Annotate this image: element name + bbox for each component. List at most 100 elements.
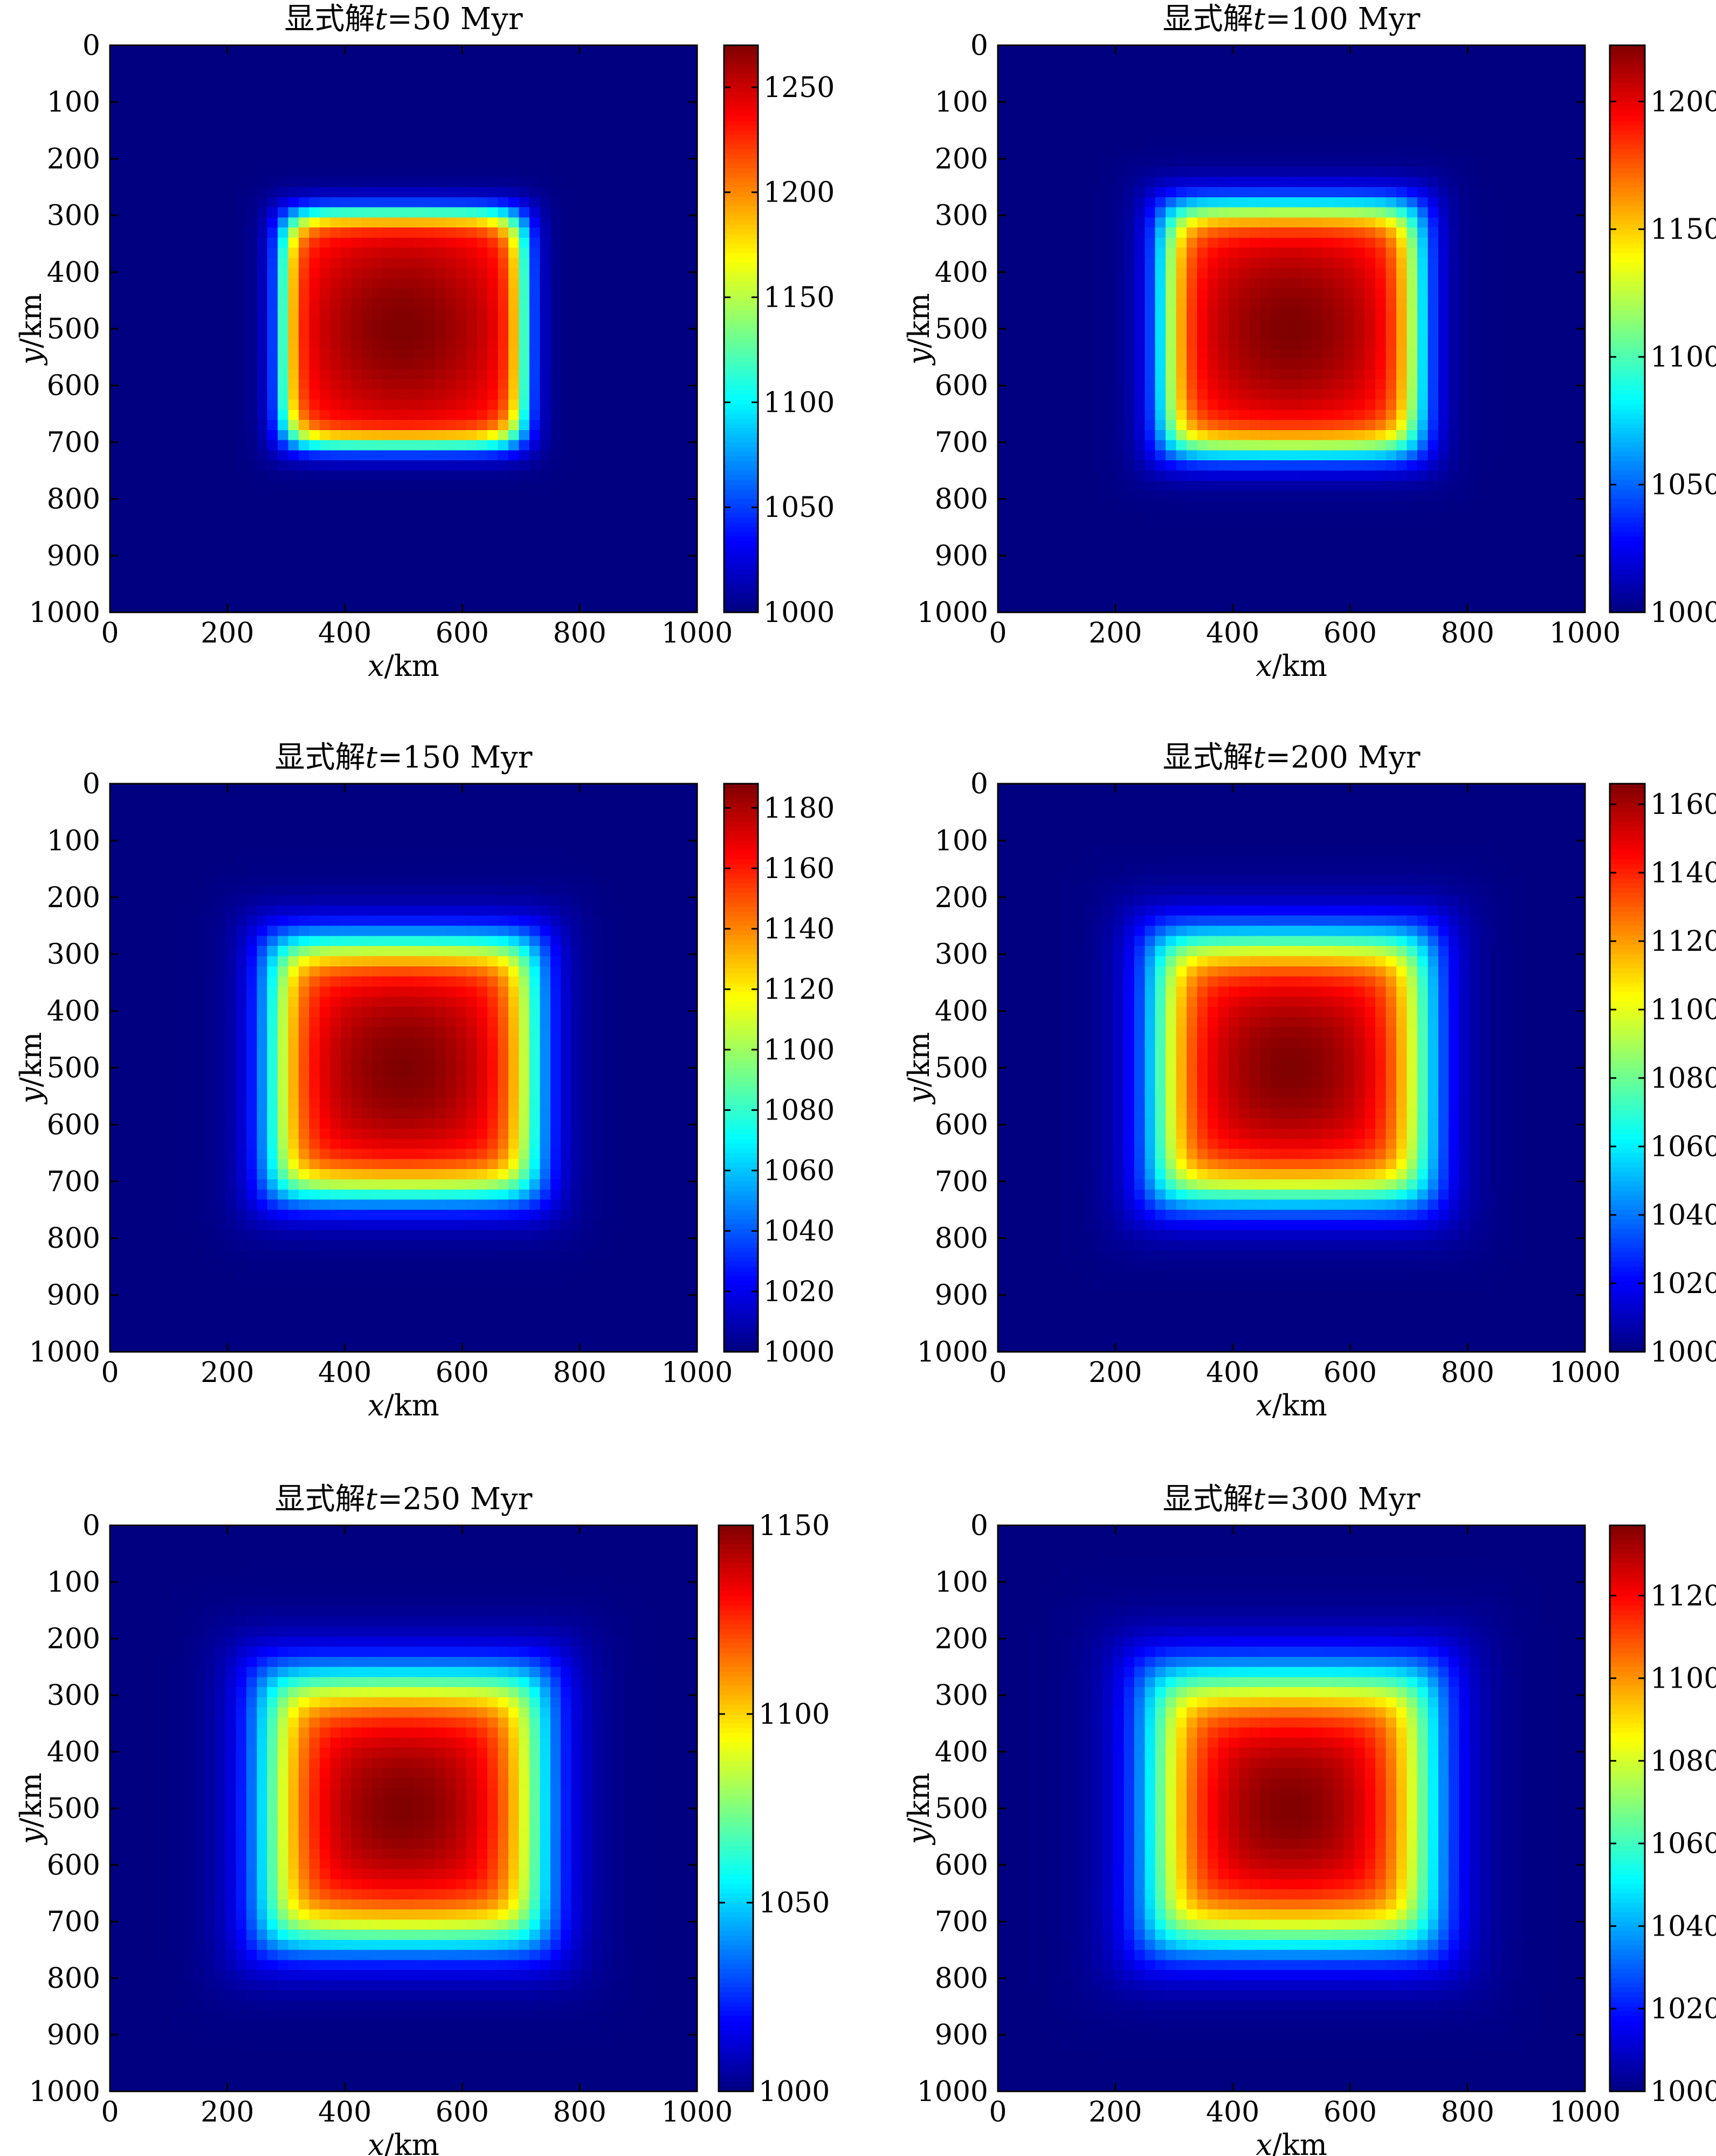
heatmap-cell bbox=[592, 237, 603, 248]
heatmap-cell bbox=[183, 531, 195, 542]
heatmap-cell bbox=[550, 45, 561, 56]
heatmap-cell bbox=[393, 177, 404, 188]
heatmap-cell bbox=[1407, 288, 1418, 299]
heatmap-cell bbox=[403, 298, 415, 309]
heatmap-cell bbox=[246, 531, 257, 542]
heatmap-cell bbox=[508, 116, 520, 127]
heatmap-cell bbox=[529, 247, 540, 259]
heatmap-cell bbox=[257, 116, 268, 127]
heatmap-cell bbox=[1071, 187, 1083, 198]
heatmap-cell bbox=[1039, 197, 1051, 208]
heatmap-cell bbox=[130, 268, 142, 279]
heatmap-cell bbox=[1417, 65, 1428, 76]
colorbar-step bbox=[724, 432, 758, 438]
heatmap-cell bbox=[1228, 177, 1239, 188]
heatmap-cell bbox=[372, 551, 383, 562]
heatmap-cell bbox=[151, 471, 163, 481]
colorbar-step bbox=[724, 352, 758, 358]
heatmap-cell bbox=[1124, 55, 1135, 66]
heatmap-cell bbox=[393, 268, 404, 279]
heatmap-cell bbox=[1553, 278, 1565, 289]
heatmap-cell bbox=[1490, 268, 1502, 279]
heatmap-cell bbox=[130, 167, 142, 177]
heatmap-cell bbox=[1459, 227, 1470, 238]
heatmap-cell bbox=[215, 116, 226, 127]
colorbar-step bbox=[724, 154, 758, 159]
heatmap-cell bbox=[665, 247, 677, 259]
heatmap-cell bbox=[655, 237, 666, 248]
heatmap-cell bbox=[634, 278, 645, 289]
heatmap-cell bbox=[477, 389, 488, 400]
heatmap-cell bbox=[403, 531, 415, 542]
heatmap-cell bbox=[1511, 217, 1522, 228]
heatmap-cell bbox=[1050, 217, 1062, 228]
heatmap-cell bbox=[110, 177, 121, 188]
heatmap-cell bbox=[1260, 278, 1271, 289]
heatmap-cell bbox=[582, 278, 593, 289]
heatmap-cell bbox=[1553, 75, 1565, 86]
heatmap-cell bbox=[602, 288, 614, 299]
heatmap-cell bbox=[519, 319, 530, 329]
heatmap-cell bbox=[456, 582, 467, 593]
heatmap-cell bbox=[1407, 258, 1418, 268]
heatmap-cell bbox=[519, 480, 530, 492]
heatmap-cell bbox=[340, 399, 352, 410]
heatmap-cell bbox=[1134, 177, 1145, 188]
heatmap-cell bbox=[141, 450, 153, 461]
colorbar-step bbox=[724, 489, 758, 495]
heatmap-cell bbox=[309, 136, 320, 147]
heatmap-cell bbox=[1532, 227, 1543, 238]
heatmap-cell bbox=[162, 501, 174, 512]
heatmap-cell bbox=[393, 420, 404, 431]
heatmap-cell bbox=[246, 349, 257, 360]
heatmap-cell bbox=[278, 146, 289, 157]
heatmap-cell bbox=[1501, 207, 1512, 218]
heatmap-cell bbox=[466, 288, 478, 299]
heatmap-cell bbox=[183, 430, 195, 441]
heatmap-cell bbox=[477, 207, 488, 218]
heatmap-cell bbox=[644, 278, 656, 289]
heatmap-cell bbox=[498, 551, 509, 562]
heatmap-cell bbox=[1449, 278, 1460, 289]
heatmap-cell bbox=[1260, 187, 1271, 198]
heatmap-cell bbox=[173, 95, 184, 107]
heatmap-cell bbox=[1396, 126, 1408, 137]
heatmap-cell bbox=[1197, 146, 1208, 157]
heatmap-cell bbox=[340, 258, 352, 268]
heatmap-cell bbox=[1113, 167, 1124, 177]
heatmap-cell bbox=[466, 247, 478, 259]
heatmap-cell bbox=[236, 440, 247, 451]
heatmap-cell bbox=[1364, 278, 1376, 289]
heatmap-cell bbox=[120, 602, 132, 613]
heatmap-cell bbox=[414, 75, 425, 86]
heatmap-cell bbox=[424, 562, 436, 572]
heatmap-cell bbox=[1438, 75, 1449, 86]
heatmap-cell bbox=[1270, 217, 1281, 228]
heatmap-cell bbox=[519, 197, 530, 208]
heatmap-cell bbox=[487, 521, 499, 532]
heatmap-cell bbox=[424, 582, 436, 593]
heatmap-cell bbox=[330, 156, 341, 168]
colorbar-step bbox=[724, 291, 758, 296]
heatmap-cell bbox=[466, 187, 478, 198]
heatmap-cell bbox=[340, 156, 352, 168]
heatmap-cell bbox=[278, 420, 289, 431]
heatmap-cell bbox=[1249, 45, 1260, 56]
heatmap-cell bbox=[550, 319, 561, 329]
heatmap-cell bbox=[1239, 106, 1250, 117]
heatmap-cell bbox=[466, 399, 478, 410]
heatmap-cell bbox=[1081, 237, 1093, 248]
heatmap-cell bbox=[236, 379, 247, 390]
heatmap-cell bbox=[372, 187, 383, 198]
heatmap-cell bbox=[1113, 177, 1124, 188]
heatmap-cell bbox=[634, 490, 645, 501]
heatmap-cell bbox=[519, 106, 530, 117]
heatmap-cell bbox=[215, 420, 226, 431]
heatmap-cell bbox=[445, 602, 457, 613]
heatmap-cell bbox=[393, 582, 404, 593]
heatmap-cell bbox=[267, 247, 278, 259]
heatmap-cell bbox=[623, 146, 635, 157]
heatmap-cell bbox=[424, 359, 436, 370]
heatmap-cell bbox=[236, 420, 247, 431]
heatmap-cell bbox=[665, 541, 677, 552]
